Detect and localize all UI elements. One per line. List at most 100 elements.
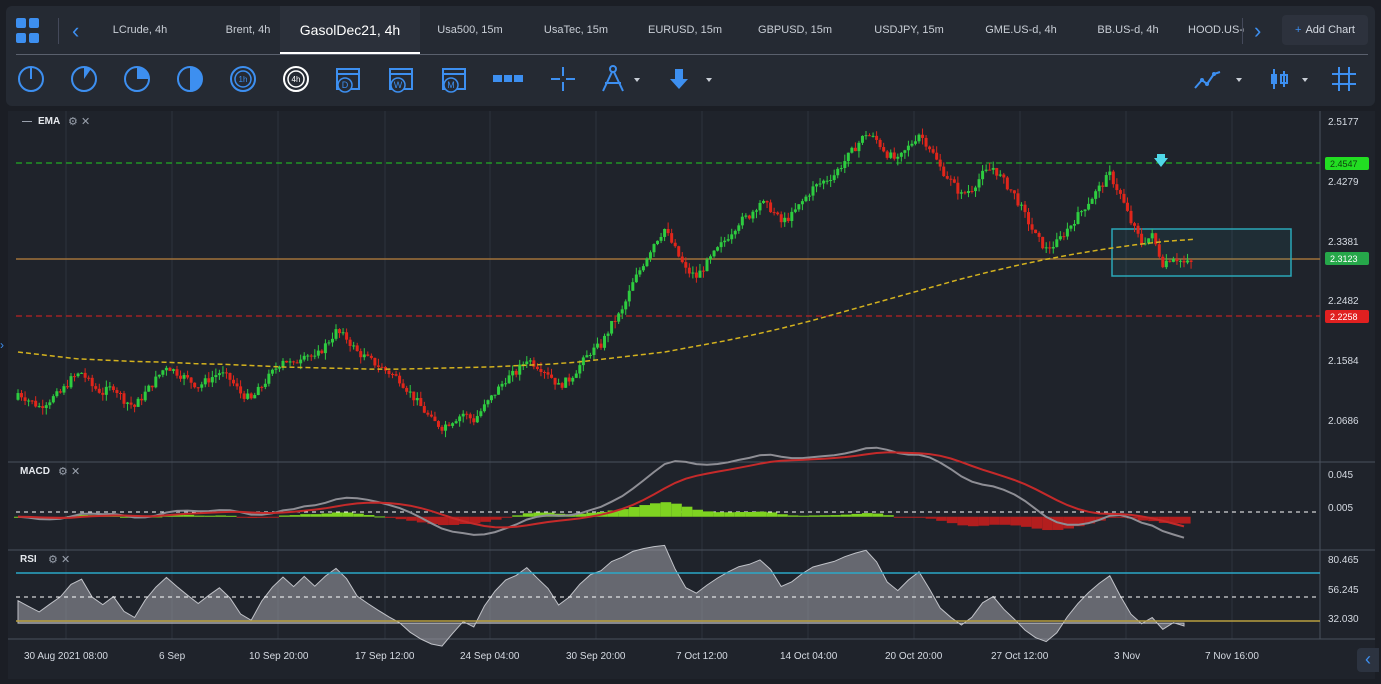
candle-body (41, 406, 45, 409)
macd-bar (904, 516, 915, 518)
candle-body (1136, 225, 1140, 234)
macd-bar (872, 513, 884, 517)
timeframe-4h-icon[interactable]: 4h (281, 64, 311, 94)
ema-settings-controls[interactable]: ⚙ ✕ (68, 115, 90, 128)
candle-body (571, 377, 575, 382)
chevron-down-icon[interactable] (1232, 64, 1246, 94)
macd-bar (1074, 516, 1085, 527)
candle-body (694, 272, 698, 278)
macd-bar (279, 515, 290, 517)
add-chart-button[interactable]: + Add Chart (1282, 15, 1368, 45)
arrow-down-marker-icon[interactable] (1154, 154, 1168, 167)
candle-body (436, 421, 440, 427)
menu-grid-icon[interactable] (16, 18, 42, 44)
rsi-settings-controls[interactable]: ⚙ ✕ (48, 553, 70, 566)
candle-body (804, 196, 808, 202)
candle-body (154, 376, 158, 388)
close-icon[interactable]: ✕ (80, 116, 91, 128)
price-tick: 2.2482 (1328, 296, 1359, 307)
candle-body (776, 212, 780, 215)
candle-body (1097, 185, 1101, 192)
tab-gbpusd[interactable]: GBPUSD, 15m (758, 24, 832, 36)
candle-body (719, 242, 723, 248)
macd-bar (236, 516, 248, 518)
chevron-right-icon[interactable]: › (1254, 18, 1262, 43)
candle-body (482, 404, 486, 412)
timeframe-15m-icon[interactable] (122, 64, 152, 94)
tab-gme[interactable]: GME.US-d, 4h (985, 24, 1057, 36)
candle-body (263, 383, 267, 388)
close-icon[interactable]: ✕ (60, 554, 71, 566)
candle-body (20, 393, 24, 398)
timeframe-1m-icon[interactable] (16, 64, 46, 94)
candle-body (362, 354, 366, 358)
macd-bar (215, 515, 226, 517)
chart-area[interactable]: 2.5177 2.4279 2.3381 2.2482 2.1584 2.068… (8, 111, 1375, 679)
candle-body (51, 396, 55, 403)
candle-body (376, 365, 380, 367)
candle-body (942, 166, 946, 177)
tab-usatec[interactable]: UsaTec, 15m (543, 24, 609, 36)
chevron-down-icon[interactable] (630, 64, 644, 94)
crosshair-icon[interactable] (548, 64, 578, 94)
tab-brent[interactable]: Brent, 4h (225, 24, 271, 36)
candle-body (210, 377, 214, 383)
tab-hood[interactable]: HOOD.US-d, 4h (1188, 24, 1244, 36)
grid-layout-icon[interactable] (1329, 64, 1359, 94)
chart-svg[interactable]: 2.5177 2.4279 2.3381 2.2482 2.1584 2.068… (8, 111, 1375, 679)
candle-body (447, 424, 451, 426)
candle-body (935, 152, 939, 160)
timeframe-30m-icon[interactable] (175, 64, 205, 94)
grid-vertical (65, 111, 1233, 639)
timeframe-1h-icon[interactable]: 1h (228, 64, 258, 94)
calendar-monthly-icon[interactable]: M (440, 64, 470, 94)
settings-gear-icon[interactable]: ⚙ (68, 116, 78, 128)
drawn-rectangle[interactable] (1111, 228, 1292, 277)
line-chart-type-icon[interactable] (1192, 64, 1222, 94)
candle-body (878, 139, 882, 148)
candle-body (157, 374, 161, 377)
level-label: 2.4547 (1330, 159, 1358, 169)
tab-usdjpy[interactable]: USDJPY, 15m (874, 24, 944, 36)
expand-left-icon[interactable]: › (0, 338, 4, 352)
candle-body (680, 256, 684, 263)
macd-bar (703, 511, 714, 517)
chevron-down-icon[interactable] (1298, 64, 1312, 94)
drawing-compass-icon[interactable] (598, 64, 628, 94)
tab-usa500[interactable]: Usa500, 15m (437, 24, 503, 36)
macd-settings-controls[interactable]: ⚙ ✕ (58, 465, 80, 478)
collapse-panel-button[interactable]: ‹ (1357, 648, 1379, 672)
candle-body (631, 282, 635, 291)
arrow-down-icon[interactable] (664, 64, 694, 94)
macd-bar (438, 516, 449, 526)
candle-chart-type-icon[interactable] (1264, 64, 1294, 94)
candle-body (394, 374, 398, 376)
timeframe-5m-icon[interactable] (69, 64, 99, 94)
tab-eurusd[interactable]: EURUSD, 15m (648, 24, 722, 36)
close-icon[interactable]: ✕ (70, 466, 81, 478)
candle-body (299, 359, 303, 364)
candle-body (468, 414, 472, 419)
tab-lcrude[interactable]: LCrude, 4h (112, 24, 168, 36)
chevron-left-icon[interactable]: ‹ (72, 18, 80, 43)
macd-bar (300, 514, 311, 517)
calendar-weekly-icon[interactable]: W (387, 64, 417, 94)
candle-body (581, 357, 585, 366)
candle-body (232, 379, 236, 384)
chevron-down-icon[interactable] (702, 64, 716, 94)
settings-gear-icon[interactable]: ⚙ (48, 554, 58, 566)
candle-body (1168, 260, 1172, 262)
macd-bar (639, 505, 650, 517)
candle-body (249, 393, 253, 399)
candle-body (1005, 177, 1009, 190)
calendar-daily-icon[interactable]: D (334, 64, 364, 94)
tab-gasoldec21[interactable]: GasolDec21, 4h (280, 6, 420, 54)
candle-body (733, 230, 737, 235)
candle-body (1125, 202, 1129, 211)
tab-bb[interactable]: BB.US-d, 4h (1097, 24, 1159, 36)
dash-tool-icon[interactable] (493, 64, 523, 94)
rsi-axis: 80.465 56.245 32.030 (1328, 555, 1359, 625)
candle-body (949, 178, 953, 180)
candle-body (224, 372, 228, 374)
settings-gear-icon[interactable]: ⚙ (58, 466, 68, 478)
